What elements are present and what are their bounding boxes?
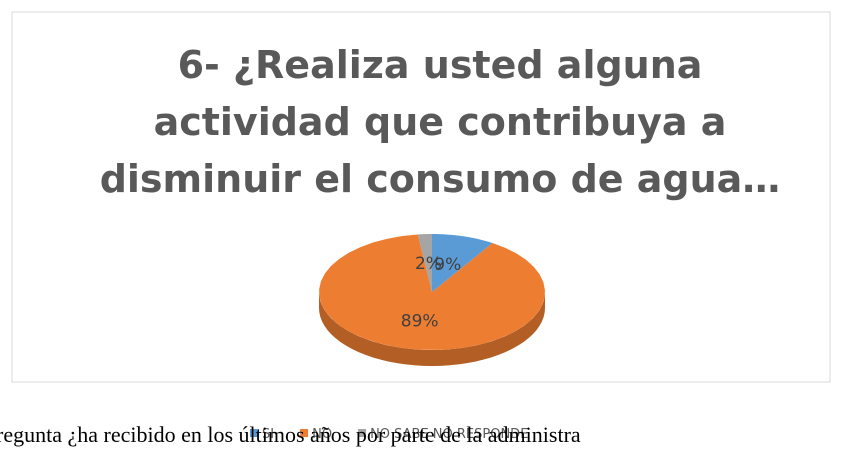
legend-label: SI bbox=[262, 427, 274, 442]
pie-side bbox=[319, 292, 545, 366]
chart-title: actividad que contribuya a bbox=[154, 100, 727, 144]
chart-title: 6- ¿Realiza usted alguna bbox=[178, 43, 703, 87]
pie-slice bbox=[417, 234, 432, 292]
data-label: 9% bbox=[434, 255, 461, 275]
pie-slice bbox=[319, 234, 545, 350]
chart-title: disminuir el consumo de agua… bbox=[100, 157, 781, 201]
pie-slice bbox=[432, 234, 493, 292]
legend-label: NO SABE NO RESPONDE bbox=[370, 427, 528, 442]
legend-label: NO bbox=[312, 427, 332, 442]
legend-marker bbox=[250, 429, 258, 437]
data-label: 2% bbox=[415, 254, 442, 274]
data-label: 89% bbox=[401, 311, 439, 331]
legend-marker bbox=[300, 429, 309, 437]
legend-marker bbox=[358, 429, 367, 437]
document-text: regunta ¿ha recibido en los últimos años… bbox=[0, 422, 581, 447]
